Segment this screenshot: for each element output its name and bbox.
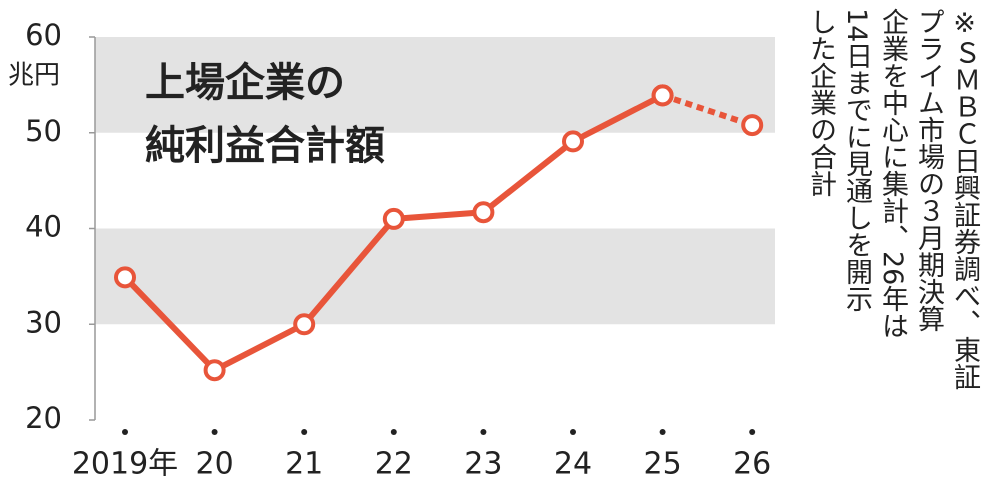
x-tick-label: 24 <box>554 447 592 482</box>
x-tick <box>749 429 756 435</box>
note-line: プライム市場の３月期決算 <box>913 8 944 332</box>
marker <box>114 266 136 289</box>
x-tick-label: 26 <box>733 447 771 482</box>
x-tick <box>301 429 308 435</box>
y-tick-label: 20 <box>25 401 62 435</box>
x-tick-label: 20 <box>196 447 234 482</box>
x-tick <box>480 429 487 435</box>
x-tick-label: 2019年 <box>72 447 178 482</box>
marker <box>203 359 226 382</box>
note-line: 14日までに見通しを開示 <box>841 8 872 313</box>
y-tick-label: 40 <box>25 210 62 244</box>
note-line: した企業の合計 <box>805 8 836 197</box>
x-tick <box>390 429 397 435</box>
chart-title: 純利益合計額 <box>145 123 385 169</box>
x-tick <box>211 429 218 435</box>
marker <box>472 201 495 224</box>
note-line: 企業を中心に集計、26年は <box>877 8 908 340</box>
x-tick <box>659 429 666 435</box>
marker <box>293 313 316 336</box>
x-tick <box>122 429 128 435</box>
x-tick <box>570 429 576 435</box>
y-tick-label: 60 <box>25 18 62 52</box>
marker <box>651 84 674 107</box>
marker <box>741 114 764 137</box>
note: ※ＳＭＢＣ日興証券調べ、東証 プライム市場の３月期決算 企業を中心に集計、26年は 1… <box>802 8 982 488</box>
x-tick-label: 25 <box>644 447 682 482</box>
note-line: ※ＳＭＢＣ日興証券調べ、東証 <box>949 8 980 390</box>
chart-title: 上場企業の <box>145 60 345 106</box>
x-tick-label: 23 <box>464 447 502 482</box>
y-tick-label: 50 <box>25 114 62 148</box>
marker <box>382 207 405 230</box>
line <box>661 92 754 128</box>
x-tick-label: 21 <box>285 447 323 482</box>
grid-band <box>95 228 775 325</box>
x-tick-label: 22 <box>375 447 413 482</box>
marker <box>562 130 584 153</box>
y-unit: 兆円 <box>8 61 60 91</box>
y-tick-label: 30 <box>25 305 62 339</box>
